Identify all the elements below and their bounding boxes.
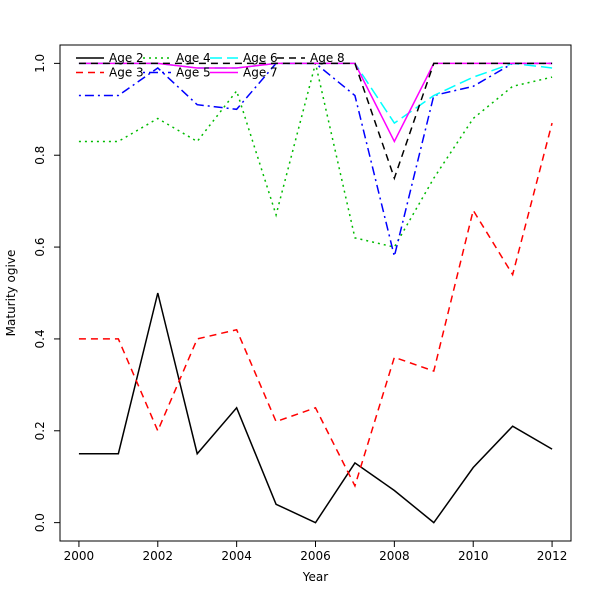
legend-label-age-4: Age 4 bbox=[176, 51, 211, 65]
legend-label-age-2: Age 2 bbox=[109, 51, 144, 65]
plot-layer: 2000 2002 2004 2006 2008 2010 2012 0.0 0.2 0.4 0.6… bbox=[33, 44, 572, 563]
series-line-age-5 bbox=[78, 62, 553, 257]
y-tick-label: 0.4 bbox=[33, 329, 47, 348]
x-tick-label: 2006 bbox=[300, 549, 331, 563]
legend-label-age-6: Age 6 bbox=[243, 51, 278, 65]
series-line-age-2 bbox=[78, 292, 553, 524]
x-tick-label: 2012 bbox=[537, 549, 568, 563]
y-tick-label: 0.2 bbox=[33, 421, 47, 440]
x-tick-label: 2002 bbox=[143, 549, 174, 563]
x-tick-label: 2008 bbox=[379, 549, 410, 563]
legend-label-age-7: Age 7 bbox=[243, 66, 278, 80]
series-line-age-8 bbox=[78, 62, 553, 181]
y-axis-title: Maturity ogive bbox=[4, 250, 18, 337]
y-tick-label: 1.0 bbox=[33, 54, 47, 73]
legend-label-age-5: Age 5 bbox=[176, 66, 211, 80]
series-line-age-4 bbox=[78, 63, 553, 248]
y-tick-label: 0.6 bbox=[33, 238, 47, 257]
x-axis-title: Year bbox=[302, 570, 328, 584]
legend-label-age-3: Age 3 bbox=[109, 66, 144, 80]
y-tick-label: 0.0 bbox=[33, 513, 47, 532]
x-tick-label: 2004 bbox=[221, 549, 252, 563]
x-tick-label: 2000 bbox=[64, 549, 95, 563]
plot-border bbox=[59, 44, 572, 542]
series-line-age-3 bbox=[78, 122, 553, 488]
y-tick-label: 0.8 bbox=[33, 146, 47, 165]
legend-label-age-8: Age 8 bbox=[310, 51, 345, 65]
x-tick-label: 2010 bbox=[458, 549, 489, 563]
